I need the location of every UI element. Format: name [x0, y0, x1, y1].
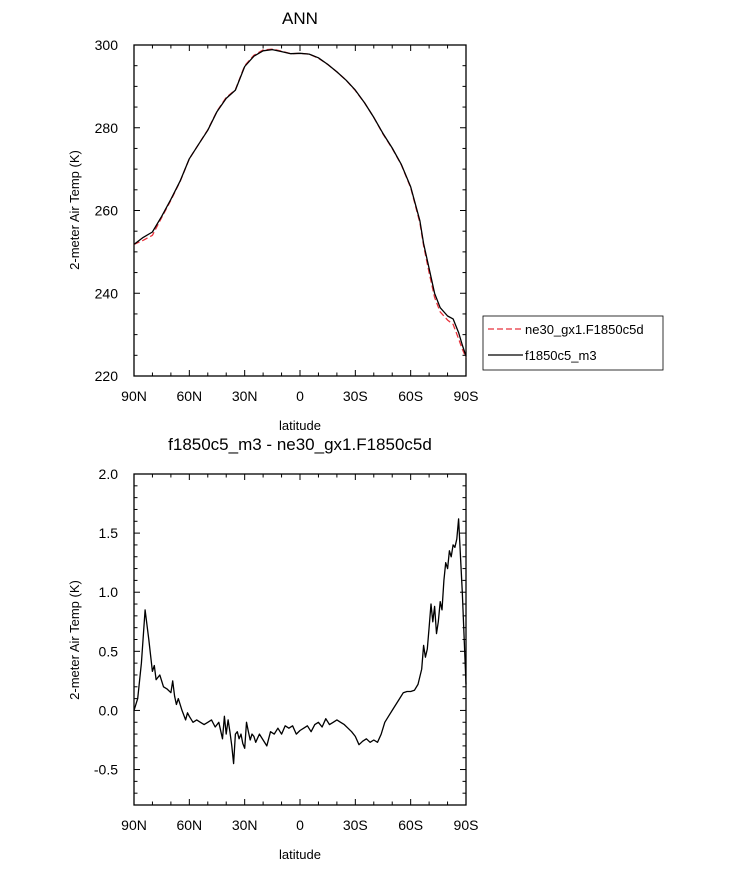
- bottom-series-line-0: [133, 518, 467, 765]
- legend-label-f1850: f1850c5_m3: [525, 348, 597, 363]
- top-series-line-0: [133, 48, 467, 358]
- bottom-ticks: 90N 60N 30N 0 30S 60S 90S -0.5 0.0 0.5 1.0 1.5 2.0: [94, 466, 479, 833]
- legend-label-ne30: ne30_gx1.F1850c5d: [525, 322, 644, 337]
- bottom-x-tick-label: 60S: [398, 817, 423, 833]
- top-x-axis-label: latitude: [279, 418, 321, 433]
- top-x-tick-label: 60S: [398, 388, 423, 404]
- top-chart-panel: ANN 90N 60N 30N 0 30S 60S 90S 220 240 260 280 300 l…: [67, 9, 478, 433]
- top-series-line-1: [133, 48, 467, 357]
- bottom-y-tick-label: 0.5: [99, 643, 119, 659]
- top-y-tick-label: 240: [95, 285, 119, 301]
- bottom-x-tick-label: 0: [296, 817, 304, 833]
- top-chart-title: ANN: [282, 9, 318, 28]
- bottom-x-tick-label: 30N: [232, 817, 258, 833]
- bottom-y-tick-label: -0.5: [94, 762, 118, 778]
- legend-box: [482, 315, 664, 371]
- top-ticks: 90N 60N 30N 0 30S 60S 90S 220 240 260 280 300: [95, 37, 479, 404]
- top-y-axis-label: 2-meter Air Temp (K): [67, 150, 82, 270]
- bottom-plot-frame: [133, 473, 467, 806]
- bottom-y-axis-label: 2-meter Air Temp (K): [67, 580, 82, 700]
- bottom-x-axis-label: latitude: [279, 847, 321, 862]
- bottom-y-tick-label: 1.5: [99, 525, 119, 541]
- top-x-tick-label: 90N: [121, 388, 147, 404]
- bottom-x-tick-label: 60N: [176, 817, 202, 833]
- top-x-tick-label: 60N: [176, 388, 202, 404]
- bottom-series-group: [133, 518, 467, 765]
- top-x-tick-label: 0: [296, 388, 304, 404]
- top-y-tick-label: 300: [95, 37, 119, 53]
- bottom-x-tick-label: 90S: [454, 817, 479, 833]
- bottom-y-tick-label: 1.0: [99, 584, 119, 600]
- top-y-tick-label: 220: [95, 368, 119, 384]
- bottom-chart-panel: f1850c5_m3 - ne30_gx1.F1850c5d 90N 60N 30N…: [67, 435, 478, 862]
- legend: ne30_gx1.F1850c5d f1850c5_m3: [482, 315, 664, 371]
- bottom-x-tick-label: 90N: [121, 817, 147, 833]
- bottom-chart-title: f1850c5_m3 - ne30_gx1.F1850c5d: [168, 435, 432, 454]
- top-series-group: [133, 48, 467, 358]
- top-x-tick-label: 30N: [232, 388, 258, 404]
- top-y-tick-label: 260: [95, 203, 119, 219]
- top-y-tick-label: 280: [95, 120, 119, 136]
- top-x-tick-label: 90S: [454, 388, 479, 404]
- top-x-tick-label: 30S: [343, 388, 368, 404]
- bottom-y-tick-label: 2.0: [99, 466, 119, 482]
- bottom-x-tick-label: 30S: [343, 817, 368, 833]
- bottom-y-tick-label: 0.0: [99, 702, 119, 718]
